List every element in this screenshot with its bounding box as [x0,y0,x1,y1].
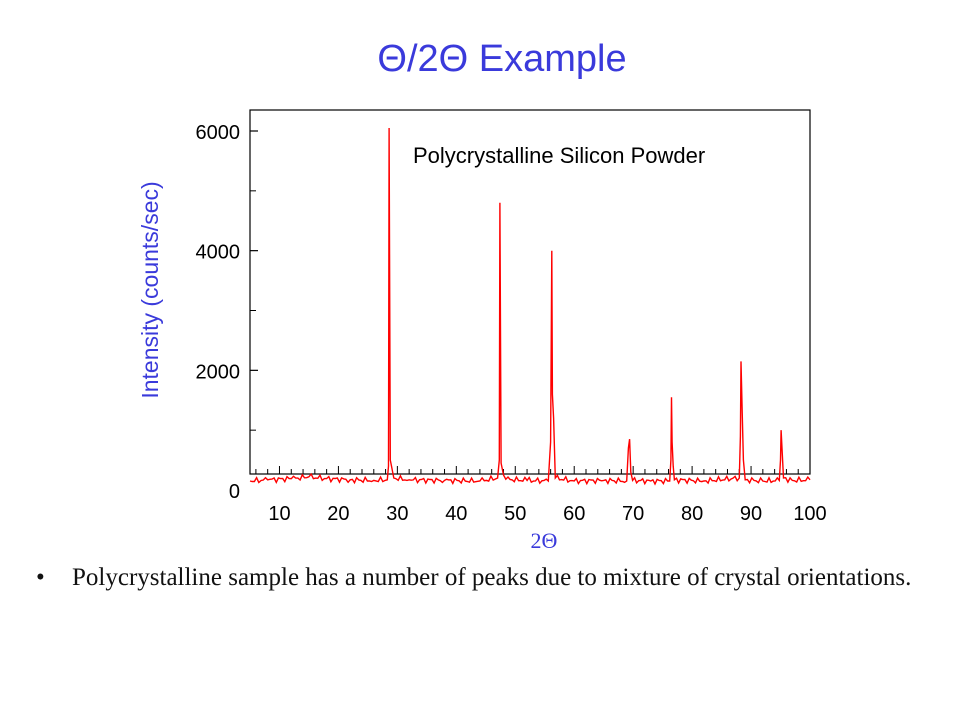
y-tick-label: 6000 [196,122,241,144]
plot-area: 0 2000 4000 6000 10 20 30 40 50 60 70 80 90 100 [196,109,827,525]
bullet-dot: • [36,564,45,591]
y-axis-label: Intensity (counts/sec) [137,181,163,398]
x-tick-label: 90 [740,503,762,525]
chart-title: Polycrystalline Silicon Powder [413,143,705,168]
x-tick-label: 60 [563,503,585,525]
x-tick-label: 10 [268,503,290,525]
y-tick-label: 0 [229,481,240,503]
y-tick-label: 4000 [196,242,241,264]
x-axis-label: 2Θ [531,528,558,553]
y-tick-label: 2000 [196,361,241,383]
bullet-text: Polycrystalline sample has a number of p… [72,564,912,591]
plot-frame [249,109,811,475]
x-tick-label: 30 [386,503,408,525]
slide-title: Θ/2Θ Example [377,38,627,80]
x-tick-label: 40 [445,503,467,525]
intensity-series-line [249,127,811,486]
x-tick-label: 100 [793,503,826,525]
x-tick-label: 70 [622,503,644,525]
x-tick-label: 80 [681,503,703,525]
x-tick-label: 20 [327,503,349,525]
x-tick-label: 50 [504,503,526,525]
